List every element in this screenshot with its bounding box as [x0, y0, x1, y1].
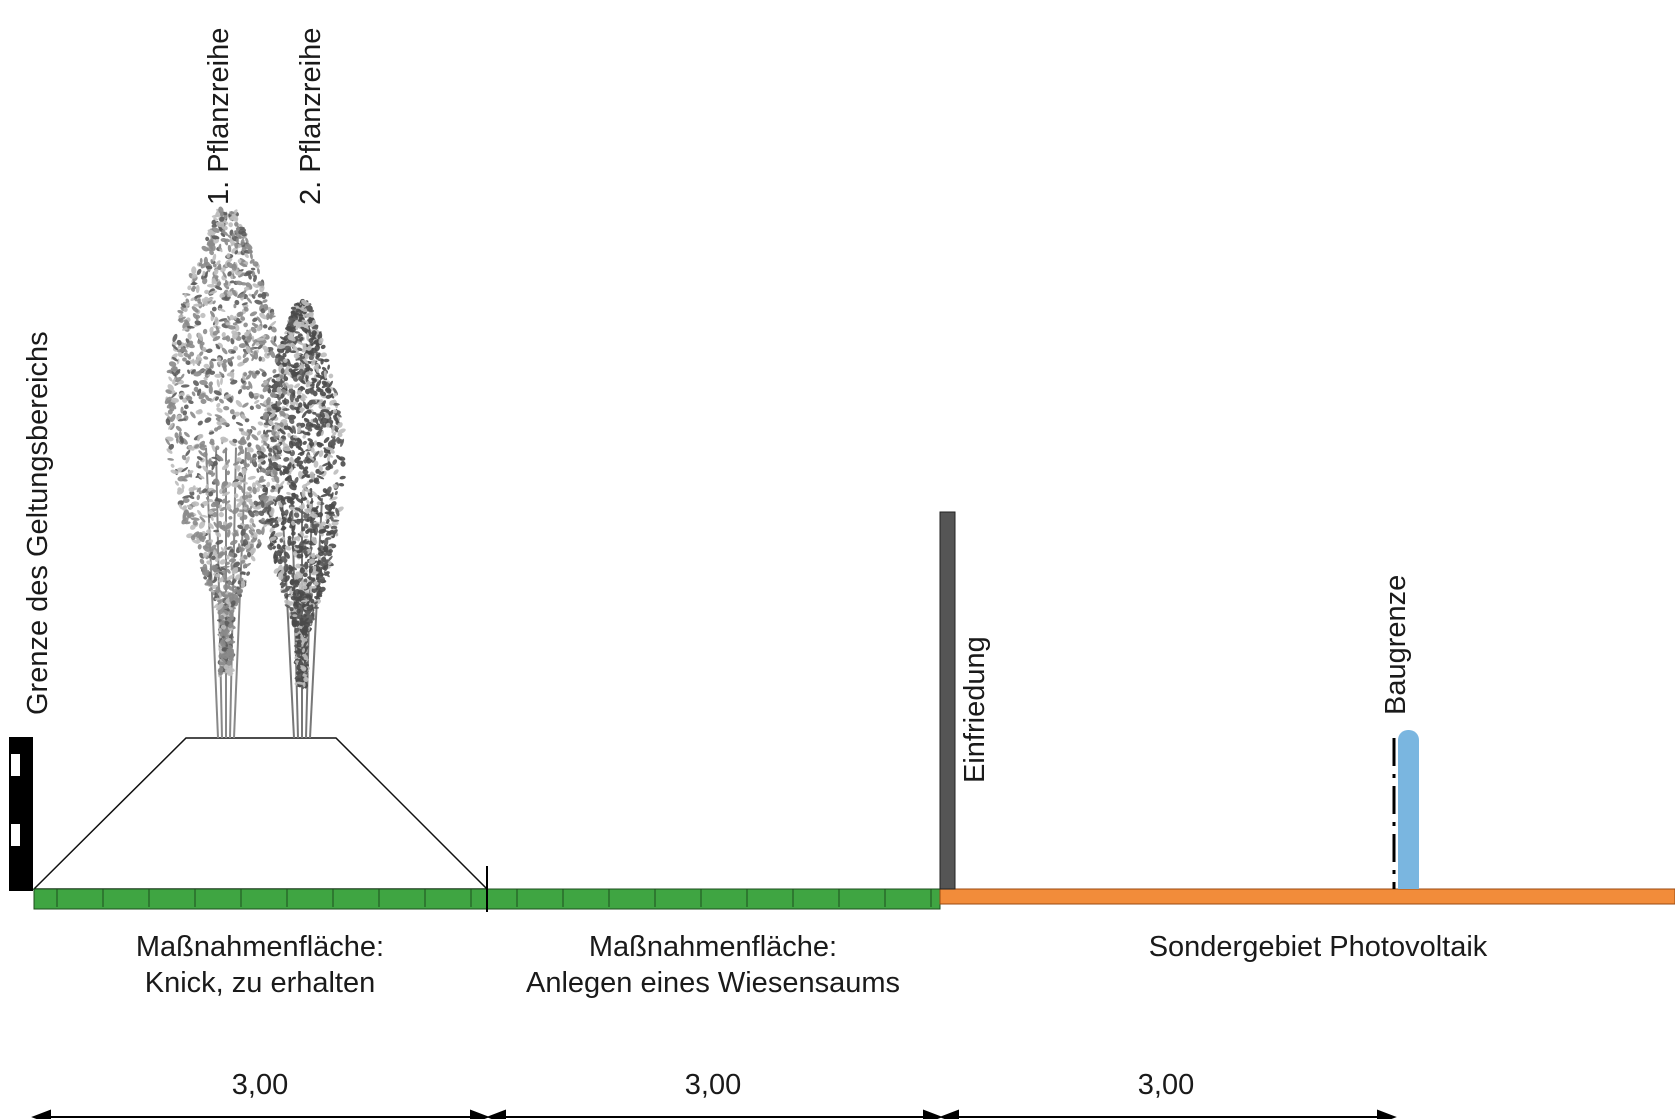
- zone2-line1: Maßnahmenfläche:: [589, 931, 837, 963]
- photovoltaic-strip: [939, 888, 1675, 905]
- zone1-line1: Maßnahmenfläche:: [136, 931, 384, 963]
- tree: [256, 298, 346, 739]
- dimension-2-label: 3,00: [685, 1069, 741, 1101]
- reihe1-label: 1. Pflanzreihe: [203, 28, 235, 205]
- boundary-marker: [9, 737, 33, 891]
- zone3-line1: Sondergebiet Photovoltaik: [1149, 931, 1488, 963]
- zone1-line2: Knick, zu erhalten: [145, 967, 376, 999]
- knick-embankment: [32, 737, 489, 890]
- dimension-3-label: 3,00: [1138, 1069, 1194, 1101]
- trees: [164, 206, 346, 739]
- reihe2-label: 2. Pflanzreihe: [295, 28, 327, 205]
- tree: [164, 206, 290, 739]
- grenze-label: Grenze des Geltungsbereichs: [22, 331, 54, 715]
- dimension-1-label: 3,00: [232, 1069, 288, 1101]
- baugrenze-marker: [1392, 730, 1419, 889]
- dimension-arrows: [31, 1109, 1397, 1119]
- fence-post: [939, 511, 956, 890]
- baugrenze-label: Baugrenze: [1380, 575, 1412, 715]
- einfriedung-label: Einfriedung: [959, 636, 991, 783]
- meadow-strip-ticks: [56, 889, 932, 907]
- zone2-line2: Anlegen eines Wiesensaums: [526, 967, 900, 999]
